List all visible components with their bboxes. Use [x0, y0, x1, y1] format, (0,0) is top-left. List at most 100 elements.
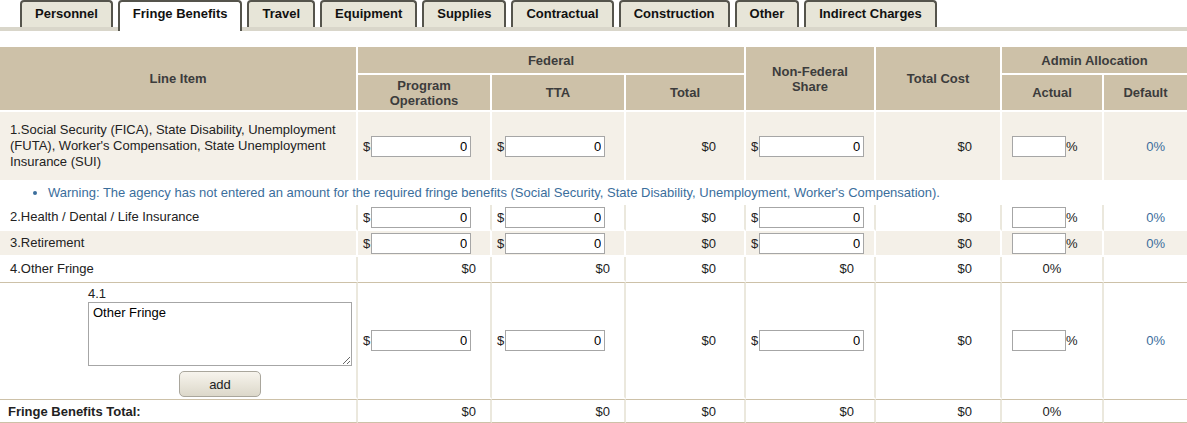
currency-symbol: $ [497, 236, 505, 251]
health-total-cost-value: $0 [876, 205, 1002, 231]
tab-equipment[interactable]: Equipment [320, 0, 417, 27]
other-fringe-sub-program-operations-input[interactable] [371, 330, 471, 351]
budget-category-tabbar: Personnel Fringe Benefits Travel Equipme… [0, 0, 1187, 31]
other-fringe-sub-tta-cell: $ [492, 282, 626, 399]
other-fringe-item-number: 4.1 [88, 286, 356, 301]
table-row-retirement: 3.Retirement $ $ $0 $ $0 [0, 231, 1187, 257]
table-row-fica: 1.Social Security (FICA), State Disabili… [0, 112, 1187, 182]
column-header-total-cost: Total Cost [876, 47, 1002, 112]
other-fringe-program-operations-value: $0 [358, 257, 492, 282]
currency-symbol: $ [751, 139, 759, 154]
other-fringe-sub-federal-total-value: $0 [626, 282, 746, 399]
fica-total-cost-value: $0 [876, 112, 1002, 182]
fica-default-percent-value: 0% [1104, 112, 1187, 182]
currency-symbol: $ [363, 210, 371, 225]
other-fringe-sub-actual-percent-input[interactable] [1012, 330, 1066, 351]
tab-other[interactable]: Other [735, 0, 800, 27]
table-row-other-fringe: 4.Other Fringe $0 $0 $0 $0 $0 0% [0, 257, 1187, 282]
tab-travel[interactable]: Travel [247, 0, 315, 27]
total-federal-total-value: $0 [626, 399, 746, 423]
fringe-benefits-total-label: Fringe Benefits Total: [0, 399, 358, 423]
currency-symbol: $ [751, 210, 759, 225]
other-fringe-default-percent-value [1104, 257, 1187, 282]
total-program-operations-value: $0 [358, 399, 492, 423]
fringe-warning-message: Warning: The agency has not entered an a… [48, 185, 1187, 200]
currency-symbol: $ [363, 139, 371, 154]
column-header-program-operations: Program Operations [358, 75, 492, 112]
other-fringe-description-textarea[interactable]: Other Fringe [88, 302, 352, 366]
retirement-non-federal-cell: $ [746, 231, 876, 257]
retirement-non-federal-input[interactable] [759, 233, 864, 254]
fica-non-federal-cell: $ [746, 112, 876, 182]
currency-symbol: $ [497, 333, 505, 348]
health-program-operations-cell: $ [358, 205, 492, 231]
health-non-federal-cell: $ [746, 205, 876, 231]
fica-federal-total-value: $0 [626, 112, 746, 182]
health-tta-cell: $ [492, 205, 626, 231]
other-fringe-total-cost-value: $0 [876, 257, 1002, 282]
total-non-federal-value: $0 [746, 399, 876, 423]
other-fringe-sub-tta-input[interactable] [505, 330, 605, 351]
health-program-operations-input[interactable] [371, 207, 471, 228]
health-line-item-label: 2.Health / Dental / Life Insurance [0, 205, 358, 231]
retirement-default-percent-value: 0% [1104, 231, 1187, 257]
other-fringe-non-federal-value: $0 [746, 257, 876, 282]
other-fringe-sub-program-operations-cell: $ [358, 282, 492, 399]
health-actual-cell: % [1002, 205, 1104, 231]
retirement-program-operations-cell: $ [358, 231, 492, 257]
tab-construction[interactable]: Construction [619, 0, 730, 27]
currency-symbol: $ [497, 210, 505, 225]
currency-symbol: $ [363, 333, 371, 348]
percent-symbol: % [1066, 333, 1078, 348]
table-row-warning: Warning: The agency has not entered an a… [0, 182, 1187, 205]
retirement-actual-percent-input[interactable] [1012, 233, 1066, 254]
currency-symbol: $ [363, 236, 371, 251]
fica-actual-percent-input[interactable] [1012, 136, 1066, 157]
other-fringe-sub-default-percent-value: 0% [1104, 282, 1187, 399]
health-non-federal-input[interactable] [759, 207, 864, 228]
health-default-percent-value: 0% [1104, 205, 1187, 231]
table-row-fringe-total: Fringe Benefits Total: $0 $0 $0 $0 $0 0% [0, 399, 1187, 423]
retirement-line-item-label: 3.Retirement [0, 231, 358, 257]
health-federal-total-value: $0 [626, 205, 746, 231]
other-fringe-sub-non-federal-input[interactable] [759, 330, 864, 351]
total-default-percent-value [1104, 399, 1187, 423]
tab-contractual[interactable]: Contractual [511, 0, 613, 27]
fica-line-item-label: 1.Social Security (FICA), State Disabili… [0, 112, 358, 182]
table-row-other-fringe-detail: 4.1 Other Fringe add $ $ $0 [0, 282, 1187, 399]
fica-non-federal-input[interactable] [759, 136, 864, 157]
column-header-total: Total [626, 75, 746, 112]
retirement-tta-input[interactable] [505, 233, 605, 254]
fringe-benefits-budget-table: Line Item Federal Non-Federal Share Tota… [0, 47, 1187, 423]
total-total-cost-value: $0 [876, 399, 1002, 423]
health-actual-percent-input[interactable] [1012, 207, 1066, 228]
retirement-program-operations-input[interactable] [371, 233, 471, 254]
other-fringe-tta-value: $0 [492, 257, 626, 282]
total-tta-value: $0 [492, 399, 626, 423]
other-fringe-detail-cell: 4.1 Other Fringe add [0, 282, 358, 399]
tab-supplies[interactable]: Supplies [422, 0, 506, 27]
add-button[interactable]: add [179, 371, 261, 397]
tab-personnel[interactable]: Personnel [20, 0, 113, 27]
column-header-tta: TTA [492, 75, 626, 112]
fica-program-operations-input[interactable] [371, 136, 471, 157]
tab-fringe-benefits[interactable]: Fringe Benefits [118, 0, 243, 31]
currency-symbol: $ [751, 236, 759, 251]
other-fringe-federal-total-value: $0 [626, 257, 746, 282]
fica-tta-input[interactable] [505, 136, 605, 157]
tab-indirect-charges[interactable]: Indirect Charges [804, 0, 937, 27]
currency-symbol: $ [751, 333, 759, 348]
fringe-warning-cell: Warning: The agency has not entered an a… [0, 182, 1187, 205]
other-fringe-sub-non-federal-cell: $ [746, 282, 876, 399]
column-group-admin-allocation: Admin Allocation [1002, 47, 1187, 75]
column-header-actual: Actual [1002, 75, 1104, 112]
other-fringe-sub-total-cost-value: $0 [876, 282, 1002, 399]
retirement-actual-cell: % [1002, 231, 1104, 257]
other-fringe-sub-actual-cell: % [1002, 282, 1104, 399]
table-row-health: 2.Health / Dental / Life Insurance $ $ $… [0, 205, 1187, 231]
fica-actual-cell: % [1002, 112, 1104, 182]
retirement-tta-cell: $ [492, 231, 626, 257]
health-tta-input[interactable] [505, 207, 605, 228]
column-header-line-item: Line Item [0, 47, 358, 112]
column-group-federal: Federal [358, 47, 746, 75]
